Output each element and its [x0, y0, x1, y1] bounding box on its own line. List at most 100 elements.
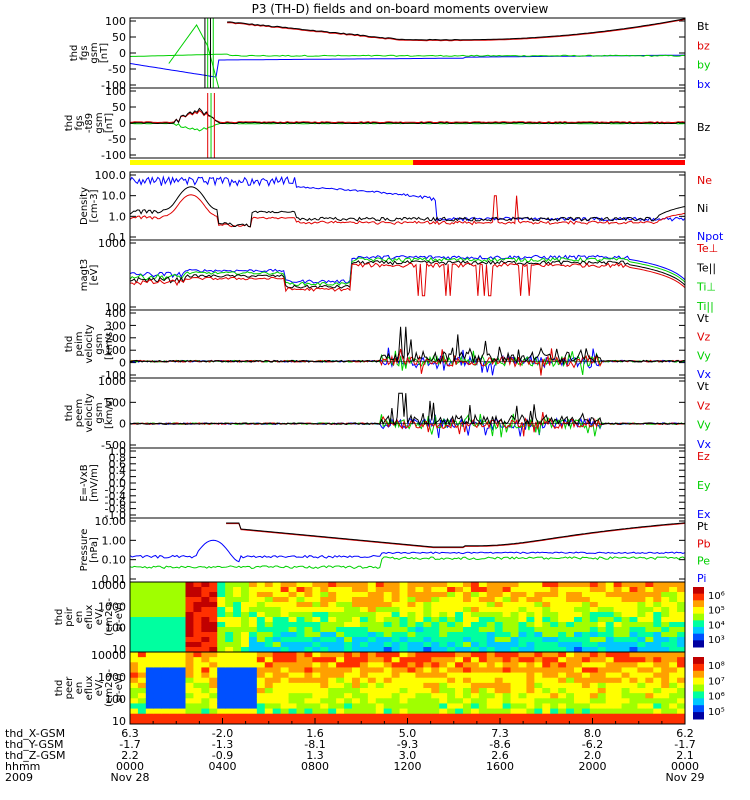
spectrogram-cell: [653, 718, 662, 725]
spectrogram-cell: [470, 662, 480, 668]
spectrogram-cell: [510, 627, 519, 633]
spectrogram-cell: [510, 617, 519, 623]
spectrogram-cell: [653, 582, 662, 588]
spectrogram-cell: [352, 677, 361, 684]
spectrogram-cell: [415, 642, 424, 648]
spectrogram-cell: [463, 672, 472, 679]
spectrogram-cell: [613, 642, 623, 648]
spectrogram-peer: [130, 652, 686, 725]
y-tick-label: 10000: [91, 579, 126, 592]
spectrogram-cell: [677, 703, 686, 710]
x-date-label: Nov 28: [111, 771, 150, 784]
spectrogram-cell: [399, 607, 408, 613]
y-axis-label-line: [mV/m]: [89, 464, 100, 502]
spectrogram-cell: [169, 672, 179, 679]
spectrogram-cell: [336, 688, 345, 694]
spectrogram-cell: [217, 622, 226, 628]
spectrogram-cell: [653, 622, 662, 628]
spectrogram-cell: [494, 602, 504, 608]
spectrogram-cell: [145, 703, 155, 710]
y-axis-label: magt3 [eV]: [79, 259, 100, 292]
spectrogram-cell: [177, 642, 186, 648]
y-axis-label: Pressure [nPa]: [79, 529, 100, 572]
spectrogram-cell: [526, 667, 535, 674]
spectrogram-cell: [233, 587, 242, 593]
spectrogram-cell: [629, 703, 638, 710]
spectrogram-cell: [296, 713, 305, 720]
spectrogram-cell: [455, 612, 464, 618]
colorbar-step: [693, 691, 704, 699]
spectrogram-cell: [217, 627, 226, 633]
spectrogram-cell: [391, 672, 401, 679]
spectrogram-cell: [605, 677, 615, 684]
legend-entry: Ni: [697, 202, 708, 215]
spectrogram-cell: [574, 693, 583, 699]
spectrogram-cell: [359, 657, 369, 663]
spectrogram-cell: [233, 698, 242, 704]
spectrogram-cell: [161, 667, 171, 674]
spectrogram-cell: [621, 627, 630, 633]
spectrogram-cell: [153, 667, 163, 674]
spectrogram-cell: [637, 647, 646, 653]
spectrogram-cell: [415, 657, 424, 663]
y-axis-label-line: Pressure: [79, 529, 90, 572]
spectrogram-cell: [177, 597, 186, 603]
spectrogram-cell: [486, 607, 496, 613]
spectrogram-cell: [130, 662, 139, 668]
spectrogram-cell: [581, 657, 591, 663]
spectrogram-cell: [161, 657, 171, 663]
spectrogram-cell: [566, 688, 575, 694]
spectrogram-cell: [264, 637, 274, 643]
y-axis-label-line: sr-eV): [114, 673, 125, 702]
spectrogram-cell: [526, 708, 535, 715]
series-bt-line: [227, 18, 686, 41]
y-tick-label: 1000: [98, 600, 126, 613]
spectrogram-cell: [478, 602, 488, 608]
spectrogram-cell: [415, 612, 424, 618]
y-tick-label: 200: [105, 332, 126, 345]
spectrogram-cell: [455, 617, 464, 623]
spectrogram-cell: [185, 693, 194, 699]
spectrogram-cell: [455, 693, 464, 699]
spectrogram-cell: [248, 617, 258, 623]
spectrogram-cell: [589, 662, 599, 668]
spectrogram-cell: [455, 703, 464, 710]
spectrogram-cell: [344, 672, 353, 679]
spectrogram-cell: [201, 637, 210, 643]
spectrogram-cell: [256, 647, 266, 653]
spectrogram-peir: [130, 582, 686, 653]
spectrogram-cell: [502, 627, 512, 633]
spectrogram-cell: [391, 677, 401, 684]
spectrogram-cell: [621, 592, 630, 598]
spectrogram-cell: [320, 622, 329, 628]
spectrogram-cell: [296, 682, 305, 689]
spectrogram-cell: [328, 647, 337, 653]
spectrogram-cell: [589, 637, 599, 643]
spectrogram-cell: [605, 637, 615, 643]
spectrogram-cell: [447, 597, 456, 603]
spectrogram-cell: [312, 602, 321, 608]
spectrogram-cell: [328, 602, 337, 608]
spectrogram-cell: [463, 627, 472, 633]
spectrogram-cell: [399, 713, 408, 720]
spectrogram-cell: [169, 718, 179, 725]
spectrogram-cell: [494, 612, 504, 618]
spectrogram-cell: [383, 617, 393, 623]
spectrogram-cell: [185, 698, 194, 704]
spectrogram-cell: [177, 708, 186, 715]
spectrogram-cell: [233, 627, 242, 633]
spectrogram-cell: [359, 637, 369, 643]
y-axis-label-line: fgs: [79, 45, 90, 60]
spectrogram-cell: [518, 592, 527, 598]
spectrogram-cell: [455, 622, 464, 628]
spectrogram-cell: [478, 693, 488, 699]
spectrogram-cell: [597, 632, 607, 638]
spectrogram-cell: [550, 622, 559, 628]
spectrogram-cell: [304, 612, 313, 618]
spectrogram-cell: [629, 612, 638, 618]
y-axis-label-line: gsm: [94, 333, 105, 354]
spectrogram-cell: [447, 693, 456, 699]
spectrogram-cell: [558, 612, 567, 618]
spectrogram-cell: [581, 607, 591, 613]
spectrogram-cell: [233, 693, 242, 699]
